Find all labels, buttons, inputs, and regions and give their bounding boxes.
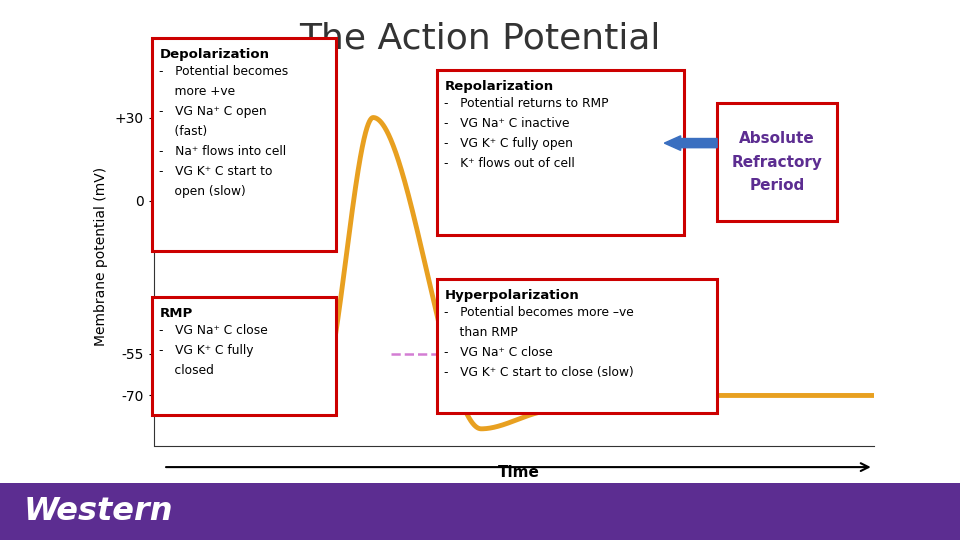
- Text: -   VG K⁺ C start to close (slow): - VG K⁺ C start to close (slow): [444, 366, 635, 379]
- Text: Absolute
Refractory
Period: Absolute Refractory Period: [732, 131, 823, 193]
- Text: -   VG K⁺ C fully open: - VG K⁺ C fully open: [444, 137, 573, 150]
- Polygon shape: [122, 489, 156, 532]
- Text: -   VG Na⁺ C close: - VG Na⁺ C close: [444, 346, 553, 359]
- Text: than RMP: than RMP: [444, 326, 518, 339]
- Text: Western: Western: [24, 496, 174, 528]
- Circle shape: [124, 492, 155, 521]
- Text: (fast): (fast): [159, 125, 207, 138]
- Text: -   Potential returns to RMP: - Potential returns to RMP: [444, 97, 609, 110]
- Text: Hyperpolarization: Hyperpolarization: [444, 289, 579, 302]
- Text: closed: closed: [159, 364, 214, 377]
- Text: -   K⁺ flows out of cell: - K⁺ flows out of cell: [444, 157, 575, 170]
- Text: -   VG Na⁺ C inactive: - VG Na⁺ C inactive: [444, 117, 570, 130]
- Text: -   Na⁺ flows into cell: - Na⁺ flows into cell: [159, 145, 286, 158]
- Text: The Action Potential: The Action Potential: [300, 22, 660, 56]
- Text: -   Potential becomes more –ve: - Potential becomes more –ve: [444, 306, 635, 319]
- Text: -   VG Na⁺ C close: - VG Na⁺ C close: [159, 324, 268, 337]
- Text: open (slow): open (slow): [159, 185, 246, 198]
- Text: more +ve: more +ve: [159, 85, 235, 98]
- Text: Depolarization: Depolarization: [159, 48, 270, 60]
- Text: Time: Time: [497, 465, 540, 480]
- Text: -   VG K⁺ C fully: - VG K⁺ C fully: [159, 344, 253, 357]
- Text: -   Potential becomes: - Potential becomes: [159, 65, 289, 78]
- Text: -   VG Na⁺ C open: - VG Na⁺ C open: [159, 105, 267, 118]
- Text: Repolarization: Repolarization: [444, 80, 554, 93]
- Text: RMP: RMP: [159, 307, 193, 320]
- Text: -   VG K⁺ C start to: - VG K⁺ C start to: [159, 165, 273, 178]
- Y-axis label: Membrane potential (mV): Membrane potential (mV): [94, 167, 108, 346]
